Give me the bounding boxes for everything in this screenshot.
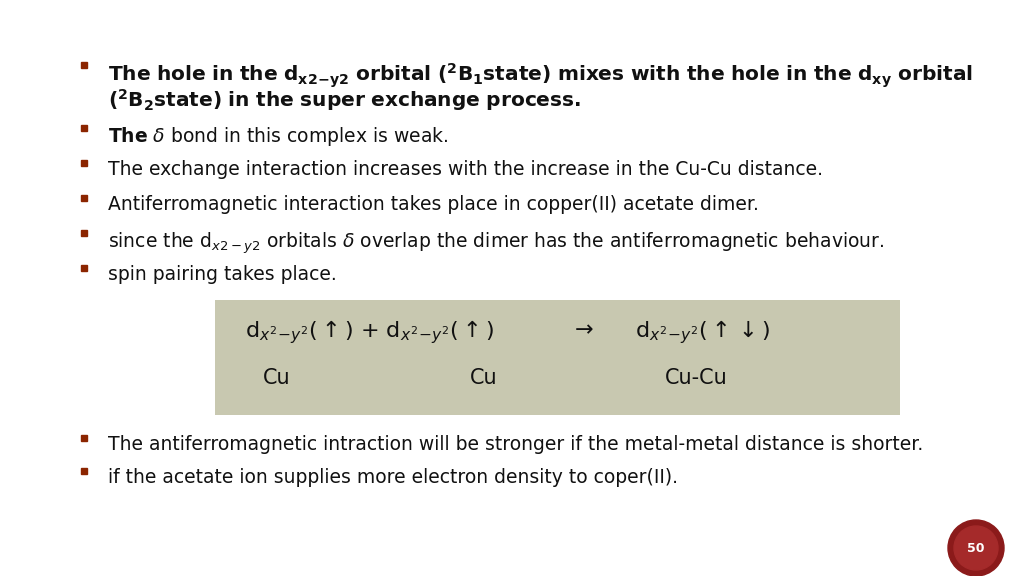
Text: The antiferromagnetic intraction will be stronger if the metal-metal distance is: The antiferromagnetic intraction will be… — [108, 435, 923, 454]
Bar — [215, 300, 900, 415]
Text: Cu-Cu: Cu-Cu — [665, 368, 728, 388]
Text: $\mathbf{(^{2}B_{2}state)\ in\ the\ super\ exchange\ process.}$: $\mathbf{(^{2}B_{2}state)\ in\ the\ supe… — [108, 87, 581, 113]
Text: Cu: Cu — [470, 368, 498, 388]
Text: The exchange interaction increases with the increase in the Cu-Cu distance.: The exchange interaction increases with … — [108, 160, 822, 179]
Text: Cu: Cu — [263, 368, 291, 388]
Text: $\mathrm{d}_{x^2\!-\!y^2}$($\uparrow$) + $\mathrm{d}_{x^2\!-\!y^2}$($\uparrow$): $\mathrm{d}_{x^2\!-\!y^2}$($\uparrow$) +… — [245, 318, 495, 346]
Circle shape — [954, 526, 998, 570]
Text: $\mathbf{The}$ $\delta$ bond in this complex is weak.: $\mathbf{The}$ $\delta$ bond in this com… — [108, 125, 447, 148]
Circle shape — [948, 520, 1004, 576]
Text: 50: 50 — [968, 541, 985, 555]
Text: Antiferromagnetic interaction takes place in copper(II) acetate dimer.: Antiferromagnetic interaction takes plac… — [108, 195, 759, 214]
Text: $\mathrm{d}_{x^2\!-\!y^2}$($\uparrow\downarrow$): $\mathrm{d}_{x^2\!-\!y^2}$($\uparrow\dow… — [635, 318, 770, 346]
Text: spin pairing takes place.: spin pairing takes place. — [108, 265, 336, 284]
Text: if the acetate ion supplies more electron density to coper(II).: if the acetate ion supplies more electro… — [108, 468, 678, 487]
Text: since the d$_{x2-y2}$ orbitals $\delta$ overlap the dimer has the antiferromagne: since the d$_{x2-y2}$ orbitals $\delta$ … — [108, 230, 884, 256]
Text: $\rightarrow$: $\rightarrow$ — [570, 318, 594, 338]
Text: $\mathbf{The\ hole\ in\ the\ d_{x2\!-\!y2}\ orbital\ (^{2}B_{1}state)\ mixes\ wi: $\mathbf{The\ hole\ in\ the\ d_{x2\!-\!y… — [108, 62, 973, 90]
